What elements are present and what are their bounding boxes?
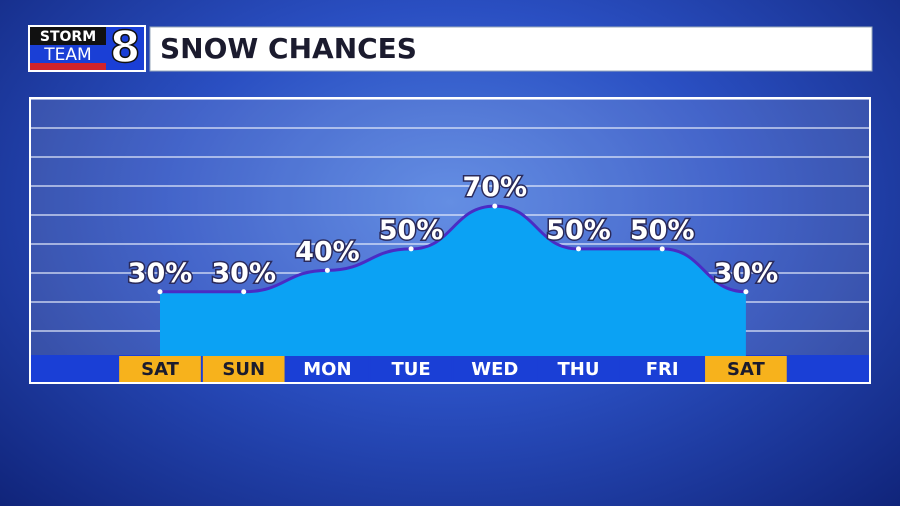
logo-bottom: TEAM [43, 45, 91, 65]
day-cell [370, 356, 452, 382]
point [659, 246, 665, 252]
logo-top: STORM [40, 29, 96, 45]
logo-top-bg [30, 27, 106, 45]
point [492, 203, 498, 209]
logo-number: 8 [110, 22, 141, 73]
point [743, 289, 749, 295]
x-tick-label: FRI [646, 359, 679, 380]
value-label: 70% [462, 172, 527, 203]
point [408, 246, 414, 252]
logo-mid-bg [30, 45, 106, 63]
point [157, 289, 163, 295]
logo-red [30, 63, 106, 70]
day-cell [537, 356, 620, 382]
value-label: 30% [714, 258, 779, 289]
x-tick-label: SAT [141, 359, 179, 380]
value-label: 50% [546, 215, 611, 246]
title-bar [149, 26, 873, 72]
logo-num-bg [106, 27, 144, 70]
x-tick-label: TUE [391, 359, 430, 380]
value-label: 40% [295, 236, 360, 267]
point [576, 246, 581, 252]
day-cell [705, 356, 787, 382]
x-tick-label: MON [303, 359, 351, 380]
day-cell [202, 356, 285, 382]
x-tick-label: WED [471, 359, 518, 380]
area [160, 206, 746, 356]
x-tick-label: THU [558, 359, 600, 380]
x-tick-label: SUN [222, 359, 265, 380]
x-tick-label: SAT [727, 359, 765, 380]
day-cell [119, 356, 201, 382]
value-label: 50% [630, 215, 695, 246]
value-label: 50% [379, 215, 444, 246]
value-label: 30% [211, 258, 276, 289]
value-label: 30% [128, 258, 193, 289]
day-cell [621, 356, 704, 382]
line [160, 204, 746, 294]
chart-title: SNOW CHANCES [160, 32, 417, 65]
point [241, 289, 247, 295]
point [324, 267, 330, 273]
day-cell [453, 356, 536, 382]
day-cell [286, 356, 369, 382]
